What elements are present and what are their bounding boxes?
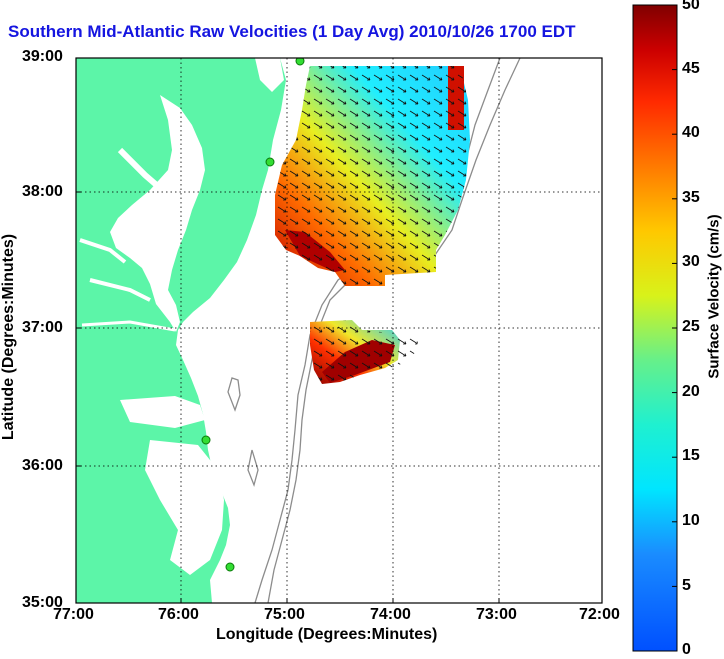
delaware-bay — [255, 58, 284, 92]
colorbar-tick-label: 25 — [682, 318, 700, 335]
radar-stations — [201, 58, 305, 572]
colorbar-tick-label: 40 — [682, 124, 700, 141]
colorbar-tick-label: 5 — [682, 577, 691, 594]
colorbar-tick-label: 50 — [682, 0, 700, 13]
colorbar-tick-label: 45 — [682, 60, 700, 77]
y-tick-label: 39:00 — [22, 48, 63, 65]
grid — [76, 58, 602, 603]
station-marker — [295, 58, 305, 66]
y-tick-label: 35:00 — [22, 594, 63, 611]
station-marker — [265, 157, 275, 167]
x-tick-label: 75:00 — [264, 606, 305, 623]
colorbar-label: Surface Velocity (cm/s) — [705, 214, 723, 379]
chesapeake-bay — [110, 95, 205, 332]
land-mass — [76, 58, 286, 603]
colorbar-tick-label: 30 — [682, 253, 700, 270]
pamlico-sound — [145, 440, 224, 575]
y-tick-label: 36:00 — [22, 457, 63, 474]
station-marker — [225, 562, 235, 572]
colorbar-tick-label: 35 — [682, 189, 700, 206]
x-tick-label: 77:00 — [53, 606, 94, 623]
colorbar-tick-label: 20 — [682, 383, 700, 400]
colorbar-tick-label: 10 — [682, 512, 700, 529]
y-tick-label: 38:00 — [22, 183, 63, 200]
x-tick-label: 72:00 — [579, 606, 620, 623]
x-axis-label: Longitude (Degrees:Minutes) — [216, 626, 438, 643]
colorbar-tick-label: 0 — [682, 641, 691, 658]
chart-title: Southern Mid-Atlantic Raw Velocities (1 … — [8, 22, 576, 41]
arrow-overlay-north — [275, 66, 470, 286]
x-tick-label: 74:00 — [370, 606, 411, 623]
x-tick-label: 76:00 — [158, 606, 199, 623]
plot-frame — [75, 57, 603, 604]
x-tick-label: 73:00 — [476, 606, 517, 623]
station-marker — [201, 435, 211, 445]
y-axis-label: Latitude (Degrees:Minutes) — [0, 233, 17, 441]
albemarle-sound — [120, 396, 205, 428]
colorbar-tick-label: 15 — [682, 447, 700, 464]
y-tick-label: 37:00 — [22, 319, 63, 336]
colorbar — [632, 4, 678, 652]
arrow-overlay-south — [310, 320, 420, 384]
